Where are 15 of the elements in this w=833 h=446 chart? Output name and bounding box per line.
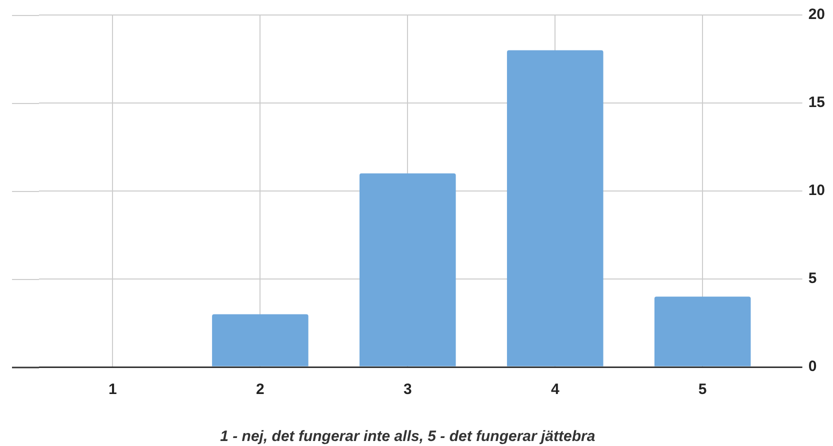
y-tick-label: 20	[808, 6, 826, 24]
bar	[212, 314, 308, 366]
x-tick-label: 2	[256, 381, 264, 398]
bar	[506, 50, 604, 366]
y-tick-label: 0	[808, 358, 817, 376]
bar	[654, 296, 751, 366]
bar	[360, 173, 456, 366]
x-tick-label: 4	[550, 381, 560, 398]
x-tick-label: 5	[698, 381, 707, 398]
x-tick-label: 1	[108, 381, 117, 398]
x-tick-label: 3	[403, 381, 412, 398]
x-axis-title: 1 - nej, det fungerar inte alls, 5 - det fungerar jättebra	[220, 428, 596, 446]
y-tick-label: 15	[808, 94, 826, 112]
y-tick-label: 5	[808, 270, 817, 288]
y-tick-label: 10	[808, 182, 826, 200]
